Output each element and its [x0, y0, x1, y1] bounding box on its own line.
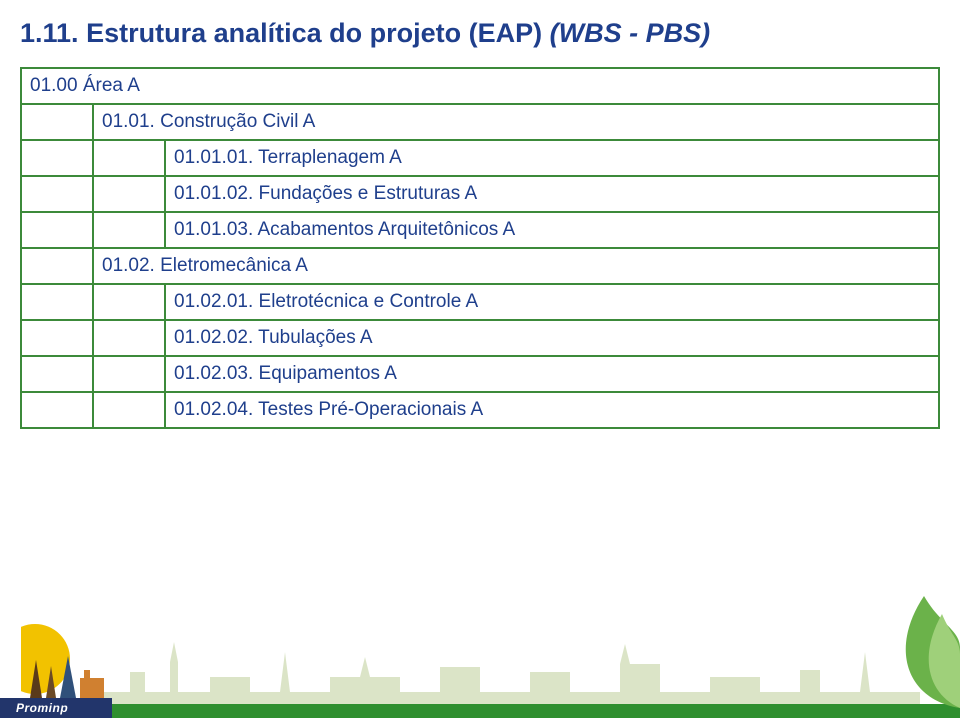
- table-row: 01.00 Área A: [21, 68, 939, 104]
- table-row: 01.01. Construção Civil A: [21, 104, 939, 140]
- wbs-cell-empty: [93, 392, 165, 428]
- table-row: 01.02.03. Equipamentos A: [21, 356, 939, 392]
- wbs-cell: 01.00 Área A: [21, 68, 939, 104]
- wbs-cell-empty: [93, 176, 165, 212]
- prominp-badge: Prominp: [0, 622, 112, 718]
- wbs-cell-empty: [21, 176, 93, 212]
- wbs-cell: 01.01. Construção Civil A: [93, 104, 939, 140]
- wbs-cell-empty: [93, 320, 165, 356]
- title-italic: (WBS - PBS): [550, 18, 710, 48]
- table-row: 01.02.04. Testes Pré-Operacionais A: [21, 392, 939, 428]
- wbs-cell-empty: [21, 320, 93, 356]
- wbs-cell-empty: [21, 284, 93, 320]
- wbs-table: 01.00 Área A01.01. Construção Civil A01.…: [20, 67, 940, 429]
- wbs-cell: 01.01.03. Acabamentos Arquitetônicos A: [165, 212, 939, 248]
- footer: Prominp: [0, 622, 960, 718]
- table-row: 01.02.01. Eletrotécnica e Controle A: [21, 284, 939, 320]
- prominp-label: Prominp: [16, 701, 68, 715]
- wbs-cell: 01.01.02. Fundações e Estruturas A: [165, 176, 939, 212]
- page-title: 1.11. Estrutura analítica do projeto (EA…: [0, 0, 960, 57]
- wbs-cell-empty: [93, 356, 165, 392]
- leaf-icon: [888, 590, 960, 708]
- wbs-cell-empty: [93, 284, 165, 320]
- wbs-cell-empty: [21, 356, 93, 392]
- wbs-cell-empty: [93, 212, 165, 248]
- wbs-cell-empty: [21, 212, 93, 248]
- table-row: 01.01.02. Fundações e Estruturas A: [21, 176, 939, 212]
- title-main: 1.11. Estrutura analítica do projeto (EA…: [20, 18, 550, 48]
- wbs-cell: 01.02. Eletromecânica A: [93, 248, 939, 284]
- wbs-cell-empty: [21, 140, 93, 176]
- table-row: 01.01.01. Terraplenagem A: [21, 140, 939, 176]
- wbs-cell: 01.01.01. Terraplenagem A: [165, 140, 939, 176]
- table-row: 01.01.03. Acabamentos Arquitetônicos A: [21, 212, 939, 248]
- table-row: 01.02.02. Tubulações A: [21, 320, 939, 356]
- wbs-cell-empty: [93, 140, 165, 176]
- wbs-cell-empty: [21, 104, 93, 140]
- table-row: 01.02. Eletromecânica A: [21, 248, 939, 284]
- wbs-table-body: 01.00 Área A01.01. Construção Civil A01.…: [21, 68, 939, 428]
- footer-underline: [0, 704, 960, 718]
- wbs-cell: 01.02.02. Tubulações A: [165, 320, 939, 356]
- wbs-cell: 01.02.04. Testes Pré-Operacionais A: [165, 392, 939, 428]
- wbs-cell: 01.02.01. Eletrotécnica e Controle A: [165, 284, 939, 320]
- wbs-cell-empty: [21, 392, 93, 428]
- wbs-cell-empty: [21, 248, 93, 284]
- wbs-cell: 01.02.03. Equipamentos A: [165, 356, 939, 392]
